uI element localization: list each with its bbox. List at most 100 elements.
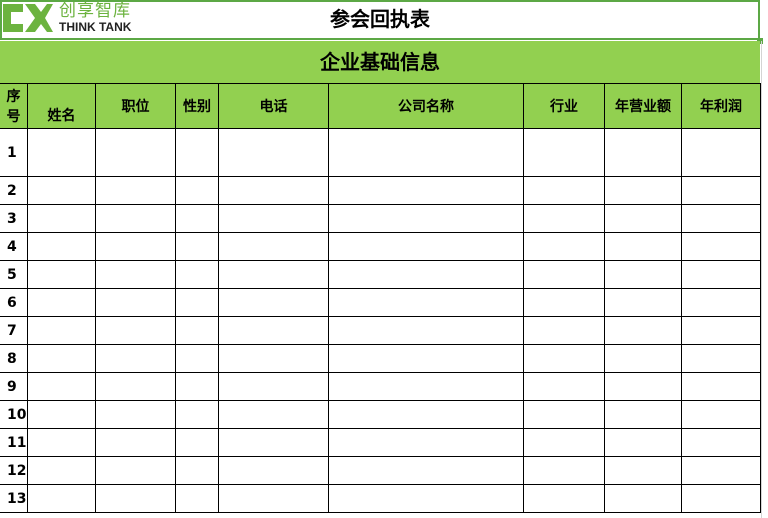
column-header[interactable]: 职位 [95, 83, 176, 129]
empty-cell[interactable] [175, 260, 219, 289]
column-header[interactable]: 电话 [218, 83, 329, 129]
empty-cell[interactable] [95, 316, 176, 345]
empty-cell[interactable] [175, 128, 219, 177]
empty-cell[interactable] [523, 232, 605, 261]
empty-cell[interactable] [328, 456, 524, 485]
column-header[interactable]: 年利润 [681, 83, 761, 129]
empty-cell[interactable] [681, 232, 761, 261]
empty-cell[interactable] [175, 372, 219, 401]
empty-cell[interactable] [328, 344, 524, 373]
empty-cell[interactable] [328, 204, 524, 233]
empty-cell[interactable] [328, 176, 524, 205]
title-cell-selected[interactable] [0, 0, 760, 40]
empty-cell[interactable] [218, 372, 329, 401]
fill-handle[interactable] [757, 38, 763, 44]
empty-cell[interactable] [218, 232, 329, 261]
empty-cell[interactable] [681, 344, 761, 373]
empty-cell[interactable] [328, 428, 524, 457]
empty-cell[interactable] [604, 344, 682, 373]
empty-cell[interactable] [523, 428, 605, 457]
empty-cell[interactable] [328, 400, 524, 429]
empty-cell[interactable] [95, 288, 176, 317]
empty-cell[interactable] [175, 232, 219, 261]
empty-cell[interactable] [328, 288, 524, 317]
empty-cell[interactable] [27, 484, 96, 513]
column-header[interactable]: 序号 [0, 83, 28, 129]
empty-cell[interactable] [218, 428, 329, 457]
empty-cell[interactable] [175, 176, 219, 205]
empty-cell[interactable] [27, 176, 96, 205]
empty-cell[interactable] [328, 232, 524, 261]
column-header[interactable]: 性别 [175, 83, 219, 129]
empty-cell[interactable] [27, 456, 96, 485]
empty-cell[interactable] [523, 288, 605, 317]
empty-cell[interactable] [523, 204, 605, 233]
empty-cell[interactable] [27, 128, 96, 177]
row-number-cell[interactable]: 9 [0, 372, 28, 401]
empty-cell[interactable] [681, 260, 761, 289]
row-number-cell[interactable]: 11 [0, 428, 28, 457]
empty-cell[interactable] [218, 260, 329, 289]
empty-cell[interactable] [95, 232, 176, 261]
empty-cell[interactable] [95, 484, 176, 513]
empty-cell[interactable] [604, 176, 682, 205]
empty-cell[interactable] [523, 456, 605, 485]
empty-cell[interactable] [604, 400, 682, 429]
empty-cell[interactable] [604, 260, 682, 289]
empty-cell[interactable] [681, 288, 761, 317]
row-number-cell[interactable]: 8 [0, 344, 28, 373]
column-header[interactable]: 姓名 [27, 83, 96, 129]
empty-cell[interactable] [175, 456, 219, 485]
empty-cell[interactable] [328, 128, 524, 177]
row-number-cell[interactable]: 5 [0, 260, 28, 289]
empty-cell[interactable] [681, 128, 761, 177]
empty-cell[interactable] [95, 372, 176, 401]
empty-cell[interactable] [328, 316, 524, 345]
empty-cell[interactable] [95, 456, 176, 485]
row-number-cell[interactable]: 10 [0, 400, 28, 429]
row-number-cell[interactable]: 13 [0, 484, 28, 513]
empty-cell[interactable] [523, 372, 605, 401]
empty-cell[interactable] [175, 344, 219, 373]
empty-cell[interactable] [681, 372, 761, 401]
empty-cell[interactable] [681, 484, 761, 513]
empty-cell[interactable] [218, 176, 329, 205]
empty-cell[interactable] [175, 400, 219, 429]
column-header[interactable]: 年营业额 [604, 83, 682, 129]
empty-cell[interactable] [218, 484, 329, 513]
empty-cell[interactable] [27, 400, 96, 429]
empty-cell[interactable] [604, 484, 682, 513]
empty-cell[interactable] [218, 456, 329, 485]
section-header[interactable]: 企业基础信息 [0, 41, 760, 83]
empty-cell[interactable] [95, 204, 176, 233]
empty-cell[interactable] [95, 400, 176, 429]
empty-cell[interactable] [604, 232, 682, 261]
empty-cell[interactable] [523, 344, 605, 373]
empty-cell[interactable] [523, 316, 605, 345]
empty-cell[interactable] [95, 428, 176, 457]
empty-cell[interactable] [95, 344, 176, 373]
empty-cell[interactable] [27, 428, 96, 457]
empty-cell[interactable] [27, 344, 96, 373]
empty-cell[interactable] [175, 204, 219, 233]
column-header[interactable]: 公司名称 [328, 83, 524, 129]
empty-cell[interactable] [604, 204, 682, 233]
empty-cell[interactable] [175, 288, 219, 317]
row-number-cell[interactable]: 4 [0, 232, 28, 261]
row-number-cell[interactable]: 2 [0, 176, 28, 205]
empty-cell[interactable] [218, 204, 329, 233]
empty-cell[interactable] [681, 400, 761, 429]
empty-cell[interactable] [218, 128, 329, 177]
empty-cell[interactable] [681, 428, 761, 457]
empty-cell[interactable] [604, 288, 682, 317]
empty-cell[interactable] [95, 176, 176, 205]
empty-cell[interactable] [175, 316, 219, 345]
empty-cell[interactable] [27, 316, 96, 345]
empty-cell[interactable] [27, 372, 96, 401]
empty-cell[interactable] [604, 456, 682, 485]
empty-cell[interactable] [681, 456, 761, 485]
empty-cell[interactable] [95, 260, 176, 289]
empty-cell[interactable] [27, 204, 96, 233]
empty-cell[interactable] [218, 316, 329, 345]
empty-cell[interactable] [328, 260, 524, 289]
